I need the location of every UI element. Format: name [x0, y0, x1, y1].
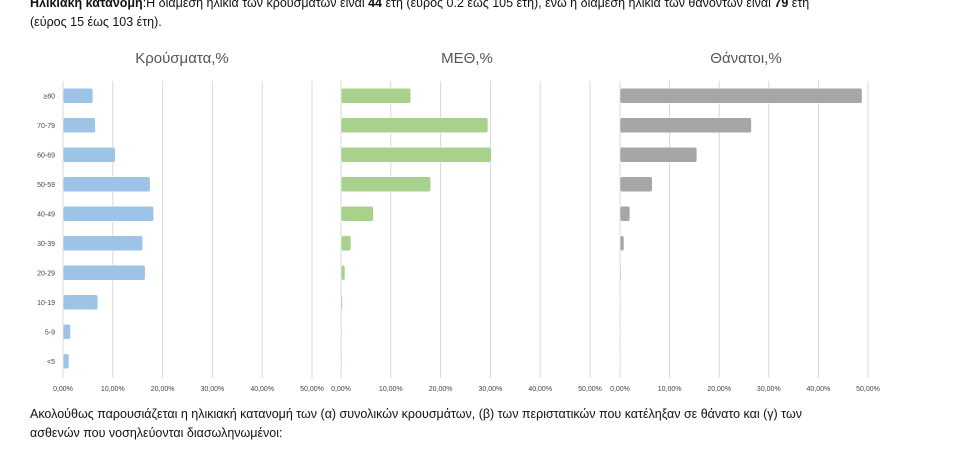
- x-tick-label: 40,00%: [528, 386, 552, 393]
- bar: [340, 206, 374, 222]
- x-tick-label: 40,00%: [807, 386, 831, 393]
- x-tick-label: 40,00%: [250, 386, 274, 393]
- bar: [619, 235, 625, 251]
- y-tick-label: 70-79: [37, 123, 55, 130]
- y-tick-label: 20-29: [37, 270, 55, 277]
- x-tick-label: 0,00%: [331, 386, 351, 393]
- bar: [619, 176, 653, 192]
- outro-line2: ασθενών που νοσηλεύονται διασωληνωμένοι:: [30, 426, 283, 440]
- bar: [340, 353, 343, 369]
- x-tick-label: 50,00%: [300, 386, 324, 393]
- bar: [62, 147, 116, 163]
- bar: [340, 88, 411, 104]
- intro-text-c: έτη: [788, 0, 810, 10]
- bar: [619, 265, 622, 281]
- charts-area: 0,00% 10,00% 20,00% 30,00% 40,00% 50,00% Κρούσ…: [37, 50, 880, 393]
- bar: [340, 147, 492, 163]
- bar: [62, 117, 96, 133]
- x-tick-label: 30,00%: [201, 386, 225, 393]
- y-tick-label: 40-49: [37, 211, 55, 218]
- bar: [62, 176, 151, 192]
- median-deaths: 79: [774, 0, 789, 10]
- outro-line1: Ακολούθως παρουσιάζεται η ηλικιακή καταν…: [30, 407, 802, 421]
- outro-paragraph: Ακολούθως παρουσιάζεται η ηλικιακή καταν…: [30, 405, 960, 443]
- x-tick-label: 30,00%: [757, 386, 781, 393]
- bar: [62, 88, 94, 104]
- bar: [62, 324, 71, 340]
- bar: [340, 265, 346, 281]
- bar: [340, 235, 352, 251]
- chart-title: Κρούσματα,%: [135, 50, 229, 67]
- bar: [619, 294, 622, 310]
- x-tick-label: 30,00%: [479, 386, 503, 393]
- intro-text-a: :Η διάμεση ηλικία των κρουσμάτων είναι: [142, 0, 369, 10]
- x-tick-label: 50,00%: [856, 386, 880, 393]
- bar: [340, 294, 343, 310]
- bar: [62, 353, 70, 369]
- bar: [619, 206, 631, 222]
- median-cases: 44: [368, 0, 383, 10]
- x-tick-label: 0,00%: [53, 386, 73, 393]
- x-tick-label: 20,00%: [707, 386, 731, 393]
- y-tick-label: 30-39: [37, 241, 55, 248]
- y-tick-label: 50-59: [37, 182, 55, 189]
- bar: [62, 265, 146, 281]
- bar: [340, 324, 343, 340]
- chart-title: Θάνατοι,%: [710, 50, 781, 67]
- intro-label: Ηλικιακή κατανομή: [30, 0, 143, 10]
- x-tick-label: 0,00%: [610, 386, 630, 393]
- chart-title: ΜΕΘ,%: [441, 50, 493, 67]
- bar: [619, 88, 863, 104]
- x-tick-label: 10,00%: [101, 386, 125, 393]
- x-tick-label: 50,00%: [578, 386, 602, 393]
- bar: [619, 117, 752, 133]
- intro-paragraph: Ηλικιακή κατανομή:Η διάμεση ηλικία των κ…: [30, 0, 960, 32]
- bar: [340, 176, 431, 192]
- bar: [619, 147, 698, 163]
- bar: [62, 294, 99, 310]
- intro-line2: (εύρος 15 έως 103 έτη).: [30, 15, 162, 29]
- x-tick-label: 10,00%: [379, 386, 403, 393]
- x-tick-label: 20,00%: [429, 386, 453, 393]
- y-tick-label: <5: [47, 359, 55, 366]
- x-tick-label: 10,00%: [658, 386, 682, 393]
- y-tick-label: 5-9: [45, 329, 55, 336]
- bar: [62, 235, 143, 251]
- y-tick-label: ≥80: [43, 93, 55, 100]
- y-tick-label: 60-69: [37, 152, 55, 159]
- intro-text-b: έτη (εύρος 0.2 έως 105 έτη), ενώ η διάμε…: [382, 0, 775, 10]
- bar: [62, 206, 154, 222]
- bar: [619, 353, 622, 369]
- bar: [340, 117, 489, 133]
- y-tick-label: 10-19: [37, 300, 55, 307]
- bar: [619, 324, 622, 340]
- x-tick-label: 20,00%: [151, 386, 175, 393]
